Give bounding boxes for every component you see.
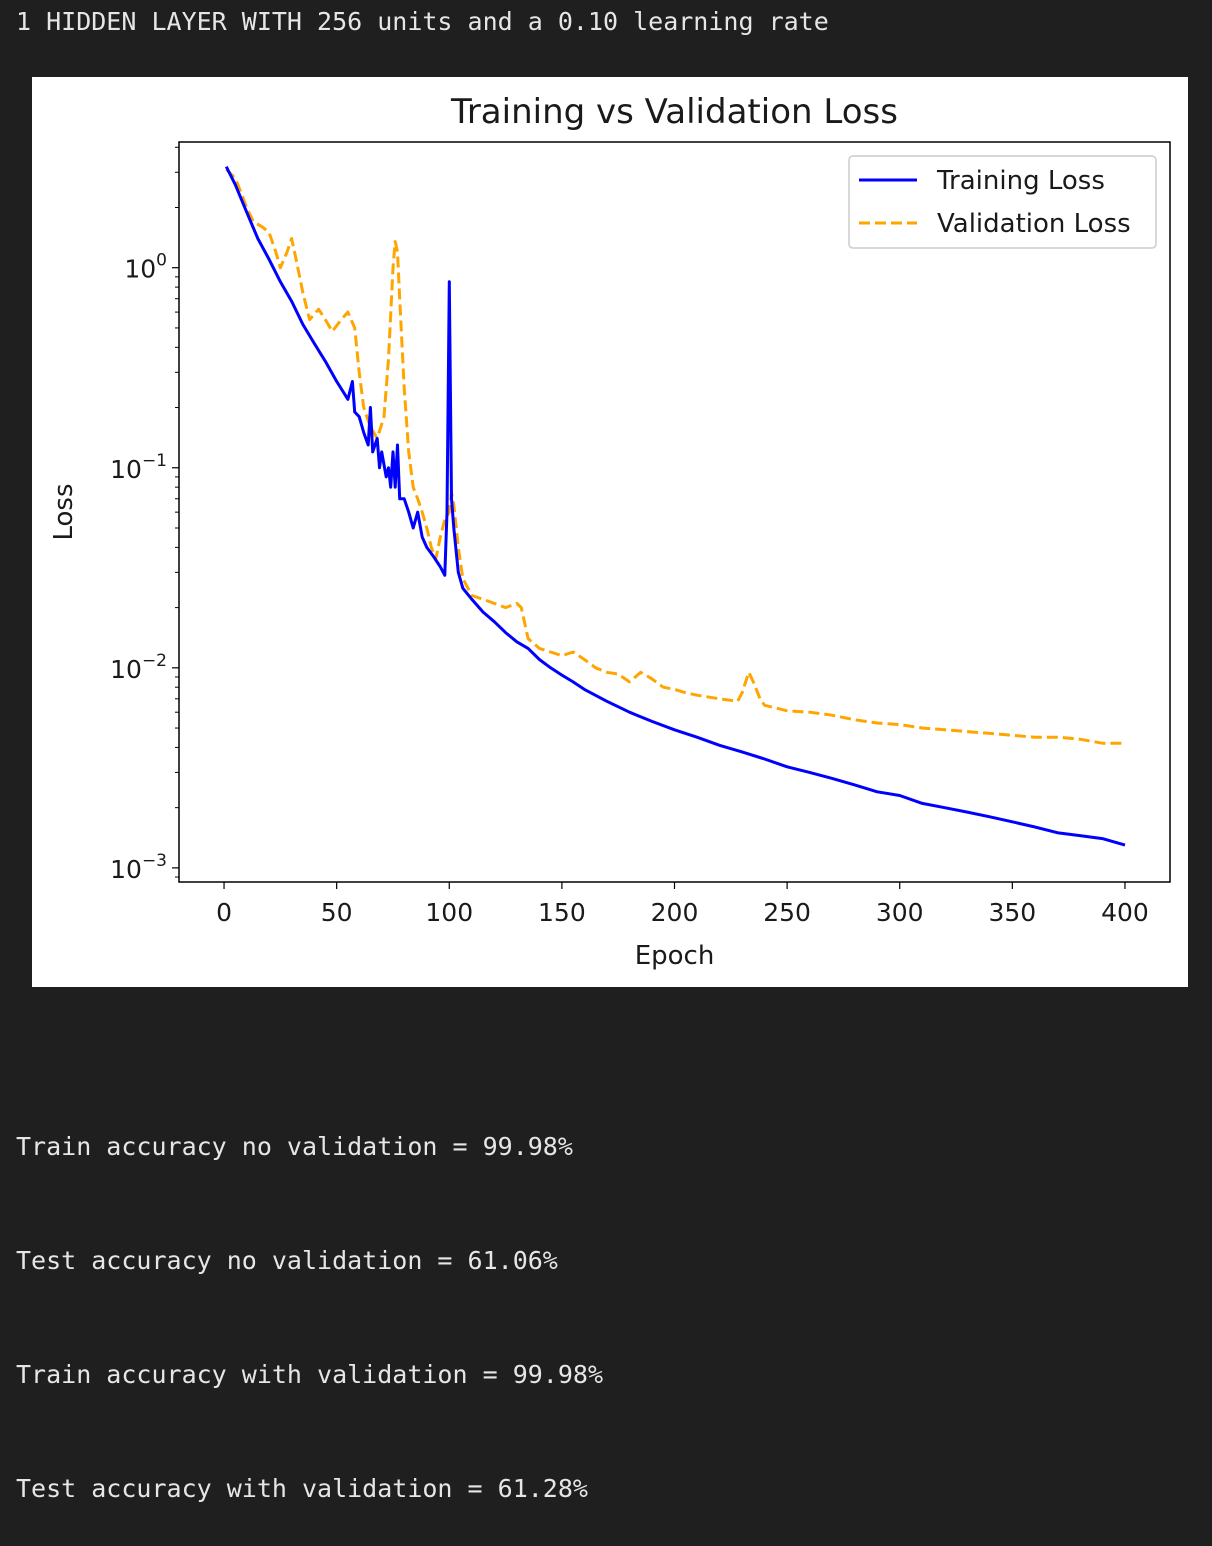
- training-loss-line: [224, 166, 1126, 847]
- y-tick-label: 10−2: [110, 651, 167, 684]
- x-tick-label: 150: [538, 898, 586, 927]
- y-tick-label: 10−3: [110, 851, 167, 884]
- stat-test-with-validation: Test accuracy with validation = 61.28%: [16, 1474, 588, 1503]
- y-axis-label: Loss: [49, 483, 79, 540]
- y-tick-label: 10−1: [110, 451, 167, 484]
- x-tick-label: 350: [988, 898, 1036, 927]
- x-tick-label: 400: [1101, 898, 1149, 927]
- loss-chart-svg: Training vs Validation Loss 0 50 100 150 200 2…: [49, 92, 1171, 971]
- legend: [848, 155, 1157, 249]
- chart-title: Training vs Validation Loss: [450, 92, 898, 132]
- x-tick-label: 50: [321, 898, 353, 927]
- legend-label: Training Loss: [936, 166, 1105, 196]
- accuracy-stats: Train accuracy no validation = 99.98% Te…: [16, 1052, 603, 1546]
- x-tick-label: 200: [651, 898, 699, 927]
- plot-frame: [178, 141, 1171, 883]
- loss-chart: Training vs Validation Loss 0 50 100 150 200 2…: [32, 77, 1188, 987]
- x-tick-label: 300: [876, 898, 924, 927]
- x-tick-label: 250: [763, 898, 811, 927]
- x-tick-label: 0: [216, 898, 232, 927]
- legend-label: Validation Loss: [937, 209, 1131, 239]
- x-axis-label: Epoch: [635, 941, 715, 971]
- stat-train-with-validation: Train accuracy with validation = 99.98%: [16, 1360, 603, 1389]
- stat-train-no-validation: Train accuracy no validation = 99.98%: [16, 1132, 573, 1161]
- x-tick-label: 100: [425, 898, 473, 927]
- stat-test-no-validation: Test accuracy no validation = 61.06%: [16, 1246, 558, 1275]
- y-tick-label: 100: [124, 251, 167, 284]
- validation-loss-line: [225, 168, 1125, 745]
- cell-output-header: 1 HIDDEN LAYER WITH 256 units and a 0.10…: [16, 7, 829, 36]
